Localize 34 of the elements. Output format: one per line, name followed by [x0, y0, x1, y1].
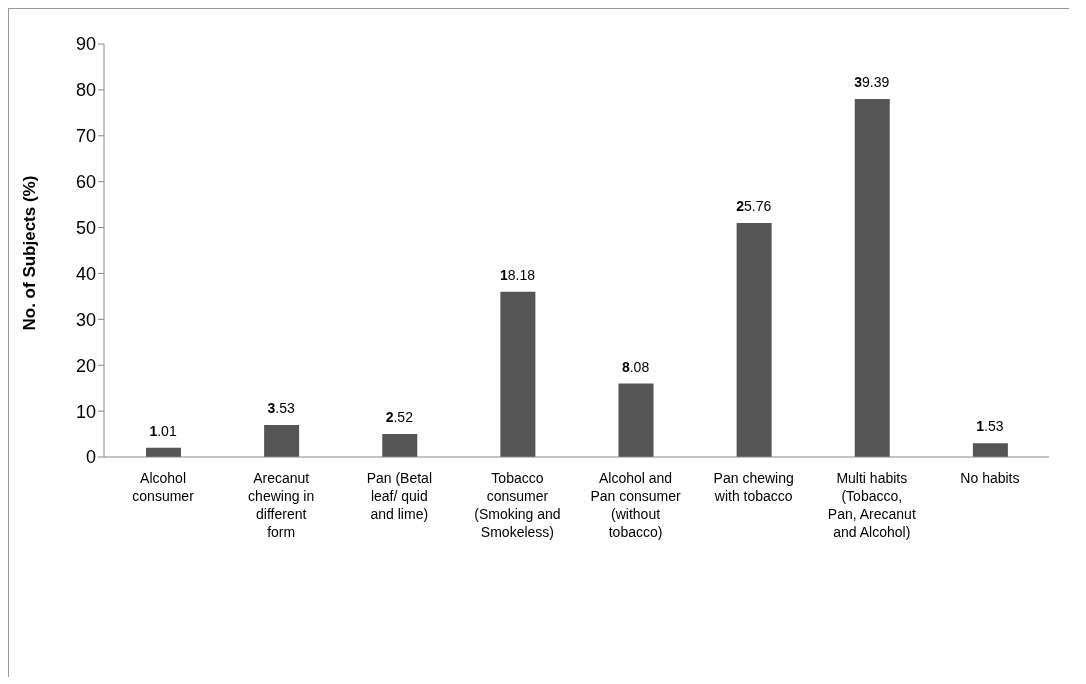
annotation: 8.08	[621, 358, 650, 375]
bar	[264, 424, 300, 457]
x-tick-label: Arecanut chewing in different form	[248, 470, 315, 540]
annotation: 1.53	[976, 418, 1004, 435]
x-tick-label: Pan (Betal leaf/ quid and lime)	[366, 470, 432, 522]
y-tick-label: 40	[75, 263, 96, 284]
y-tick-label: 20	[75, 355, 96, 376]
x-tick-label: Alcohol and Pan consumer (without tobacco)	[590, 470, 682, 540]
annotation: 39.39	[854, 74, 890, 91]
annotation: 2.52	[385, 409, 414, 426]
x-tick-label: Pan chewing with tobacco	[713, 470, 794, 504]
y-tick-label: 30	[75, 309, 96, 330]
y-tick-label: 60	[75, 172, 96, 193]
bar	[618, 383, 654, 457]
y-axis-title: No. of Subjects (%)	[20, 175, 40, 331]
bar	[382, 434, 418, 457]
annotation: 3.53	[267, 399, 296, 416]
annotation: 18.18	[499, 266, 536, 283]
y-tick-label: 10	[75, 401, 96, 422]
x-tick-label: Multi habits (Tobacco, Pan, Arecanut and Alcohol)	[827, 470, 916, 540]
x-tick-label: Tobacco consumer (Smoking and Smokeless)	[474, 470, 561, 540]
x-tick-label: No habits	[960, 470, 1020, 486]
annotation: 1.01	[149, 422, 177, 439]
annotation: 25.76	[736, 197, 772, 214]
bar	[854, 99, 890, 457]
y-tick-label: 50	[75, 217, 96, 238]
y-tick-label: 80	[75, 80, 96, 101]
x-tick-label: Alcohol consumer	[132, 470, 195, 504]
bar	[972, 443, 1008, 457]
bar	[736, 222, 772, 457]
y-tick-label: 70	[75, 126, 96, 147]
y-tick-label: 90	[75, 34, 96, 55]
y-tick-label: 0	[85, 447, 96, 468]
bar	[500, 291, 536, 457]
